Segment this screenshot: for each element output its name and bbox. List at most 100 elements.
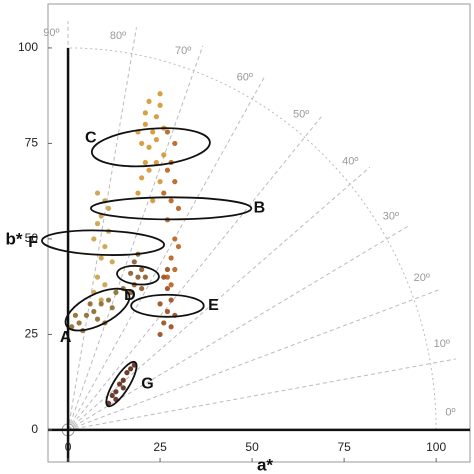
point — [91, 308, 97, 315]
point — [150, 198, 156, 204]
hue-ray — [67, 358, 457, 431]
hue-label: 20º — [414, 272, 430, 284]
cluster-ellipse — [41, 229, 166, 256]
hue-ray — [67, 27, 137, 430]
hue-label: 90º — [43, 27, 59, 39]
y-tick-label: 25 — [25, 327, 39, 341]
point — [128, 270, 134, 276]
point — [102, 282, 108, 288]
point — [98, 297, 104, 303]
hue-label: 80º — [110, 30, 126, 42]
cluster-ellipse — [116, 264, 160, 286]
hue-ray — [67, 166, 371, 431]
point — [172, 266, 178, 273]
point — [98, 255, 104, 261]
point — [98, 301, 104, 307]
x-tick-label: 0 — [65, 440, 72, 454]
point — [116, 381, 123, 387]
point — [109, 305, 115, 311]
point — [168, 324, 174, 330]
point — [94, 190, 101, 196]
point — [164, 266, 171, 273]
hue-ray — [67, 45, 204, 431]
point — [172, 140, 178, 147]
point — [135, 190, 141, 196]
point — [102, 243, 108, 250]
hue-ray — [67, 116, 322, 431]
point — [150, 129, 156, 135]
point — [175, 205, 182, 211]
cluster-label: F — [28, 234, 38, 251]
cluster-label: A — [60, 329, 72, 346]
cluster-label: C — [85, 130, 97, 147]
hue-label: 10º — [434, 338, 450, 350]
point — [109, 259, 115, 265]
point — [69, 324, 75, 330]
point — [139, 266, 145, 273]
hue-label: 0º — [445, 406, 455, 418]
cluster-label: B — [254, 200, 266, 217]
hue-ray — [67, 225, 410, 431]
point — [153, 137, 159, 143]
cluster-ellipse — [90, 127, 211, 168]
point — [164, 285, 171, 292]
cluster-label: D — [124, 287, 136, 304]
point — [168, 282, 174, 288]
point — [157, 179, 163, 185]
point — [139, 285, 145, 292]
point — [87, 301, 93, 307]
point — [120, 385, 126, 391]
point — [139, 140, 145, 147]
hue-ray — [67, 289, 439, 431]
point — [153, 159, 159, 166]
point — [139, 175, 145, 181]
y-tick-label: 50 — [25, 231, 39, 245]
point — [120, 377, 126, 383]
point — [164, 274, 171, 280]
point — [142, 110, 148, 116]
point — [146, 98, 152, 105]
point — [168, 198, 174, 204]
hue-label: 30º — [383, 210, 399, 222]
point — [131, 259, 137, 265]
point — [124, 370, 130, 376]
point — [161, 152, 167, 158]
x-tick-label: 50 — [245, 440, 259, 454]
hue-label: 40º — [342, 155, 358, 167]
point — [164, 129, 171, 135]
point — [164, 308, 171, 315]
point — [172, 236, 178, 242]
hue-label: 50º — [293, 109, 309, 121]
x-tick-label: 25 — [153, 440, 167, 454]
cluster-label: G — [141, 375, 153, 392]
point — [157, 301, 163, 307]
x-tick-label: 100 — [426, 440, 446, 454]
point — [128, 366, 134, 372]
point — [161, 190, 167, 196]
point — [109, 392, 115, 399]
point — [161, 274, 167, 280]
point — [91, 236, 97, 242]
point — [157, 91, 163, 97]
cluster-label: E — [208, 297, 219, 314]
point — [113, 389, 119, 395]
point — [83, 312, 90, 318]
point — [172, 179, 178, 185]
plot-frame — [47, 3, 471, 463]
cluster-ellipse — [64, 287, 131, 332]
point — [142, 121, 148, 127]
hue-ray — [67, 75, 266, 431]
point — [105, 205, 112, 211]
cluster-ellipse — [130, 293, 205, 318]
point — [168, 297, 174, 303]
point — [157, 331, 163, 338]
point — [146, 167, 152, 173]
y-tick-label: 0 — [31, 422, 38, 436]
x-tick-label: 75 — [337, 440, 351, 454]
y-axis-label: b* — [6, 229, 23, 248]
point — [168, 255, 174, 261]
point — [157, 102, 163, 108]
y-tick-label: 100 — [18, 40, 38, 54]
point — [113, 289, 119, 295]
